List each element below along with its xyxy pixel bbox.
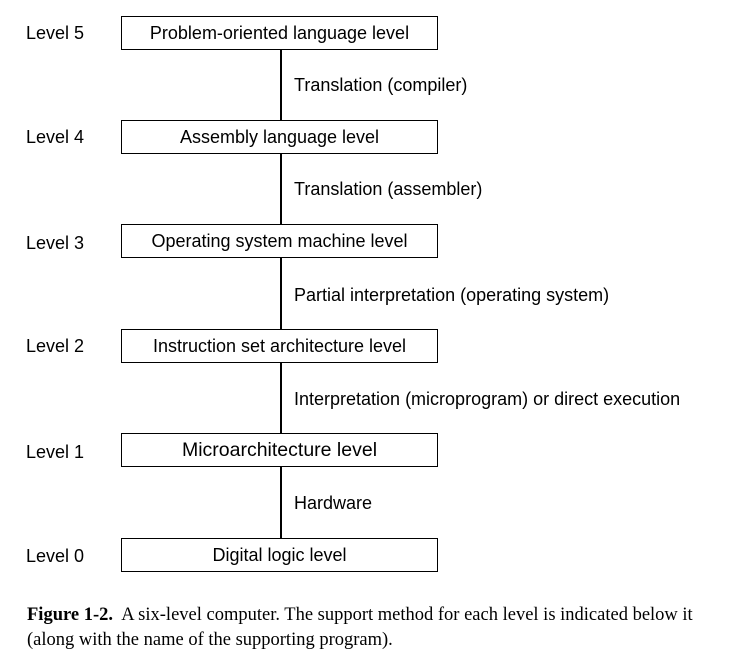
level-0-label: Level 0 xyxy=(26,546,85,566)
connector-5-4 xyxy=(280,50,282,120)
six-level-diagram: Level 5 Problem-oriented language level … xyxy=(26,16,681,572)
level-4-box: Assembly language level xyxy=(121,120,438,154)
method-label-operating-system: Partial interpretation (operating system… xyxy=(294,285,610,305)
connector-4-3 xyxy=(280,154,282,224)
method-label-assembler: Translation (assembler) xyxy=(294,179,483,199)
figure-caption: Figure 1-2. A six-level computer. The su… xyxy=(27,603,727,653)
level-4-label: Level 4 xyxy=(26,127,85,147)
method-label-microprogram: Interpretation (microprogram) or direct … xyxy=(294,389,681,409)
method-label-compiler: Translation (compiler) xyxy=(294,75,468,95)
level-3-label: Level 3 xyxy=(26,233,85,253)
connector-2-1 xyxy=(280,363,282,433)
level-5-label: Level 5 xyxy=(26,23,85,43)
connector-1-0 xyxy=(280,467,282,538)
level-1-label: Level 1 xyxy=(26,442,85,462)
level-5-box: Problem-oriented language level xyxy=(121,16,438,50)
figure-caption-text: A six-level computer. The support method… xyxy=(27,605,693,650)
level-2-label: Level 2 xyxy=(26,336,85,356)
level-0-box: Digital logic level xyxy=(121,538,438,572)
figure-caption-label: Figure 1-2. xyxy=(27,605,113,625)
connector-3-2 xyxy=(280,258,282,329)
level-2-box: Instruction set architecture level xyxy=(121,329,438,363)
level-3-box: Operating system machine level xyxy=(121,224,438,258)
level-1-box: Microarchitecture level xyxy=(121,433,438,467)
method-label-hardware: Hardware xyxy=(294,493,373,513)
